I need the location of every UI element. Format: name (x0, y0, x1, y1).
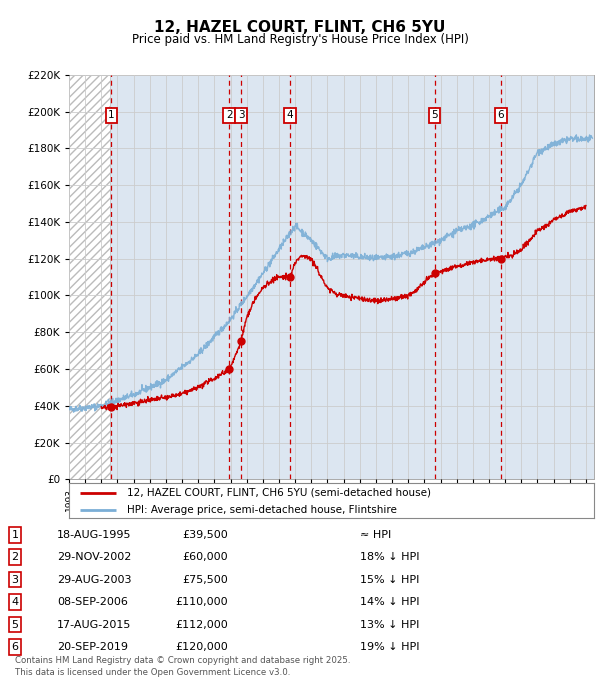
Text: 29-AUG-2003: 29-AUG-2003 (57, 575, 131, 585)
Text: 18-AUG-1995: 18-AUG-1995 (57, 530, 131, 540)
Text: 2: 2 (226, 110, 232, 120)
Text: 17-AUG-2015: 17-AUG-2015 (57, 619, 131, 630)
Text: 19% ↓ HPI: 19% ↓ HPI (360, 642, 419, 652)
Text: 12, HAZEL COURT, FLINT, CH6 5YU: 12, HAZEL COURT, FLINT, CH6 5YU (154, 20, 446, 35)
Text: 5: 5 (11, 619, 19, 630)
Text: 4: 4 (11, 597, 19, 607)
Text: 3: 3 (238, 110, 245, 120)
Text: 18% ↓ HPI: 18% ↓ HPI (360, 552, 419, 562)
Text: 5: 5 (431, 110, 438, 120)
Text: 1: 1 (108, 110, 115, 120)
Text: 4: 4 (287, 110, 293, 120)
Text: £75,500: £75,500 (182, 575, 228, 585)
Bar (69, 75, 110, 479)
Text: 6: 6 (497, 110, 504, 120)
Text: £110,000: £110,000 (175, 597, 228, 607)
Text: 12, HAZEL COURT, FLINT, CH6 5YU (semi-detached house): 12, HAZEL COURT, FLINT, CH6 5YU (semi-de… (127, 488, 431, 498)
Text: 14% ↓ HPI: 14% ↓ HPI (360, 597, 419, 607)
Text: HPI: Average price, semi-detached house, Flintshire: HPI: Average price, semi-detached house,… (127, 505, 397, 515)
Text: 13% ↓ HPI: 13% ↓ HPI (360, 619, 419, 630)
Text: Contains HM Land Registry data © Crown copyright and database right 2025.
This d: Contains HM Land Registry data © Crown c… (15, 656, 350, 677)
Text: 2: 2 (11, 552, 19, 562)
Text: £120,000: £120,000 (175, 642, 228, 652)
Text: 15% ↓ HPI: 15% ↓ HPI (360, 575, 419, 585)
Text: 6: 6 (11, 642, 19, 652)
Text: Price paid vs. HM Land Registry's House Price Index (HPI): Price paid vs. HM Land Registry's House … (131, 33, 469, 46)
Text: 3: 3 (11, 575, 19, 585)
Text: £39,500: £39,500 (182, 530, 228, 540)
Text: £60,000: £60,000 (182, 552, 228, 562)
Text: ≈ HPI: ≈ HPI (360, 530, 391, 540)
Text: 08-SEP-2006: 08-SEP-2006 (57, 597, 128, 607)
Text: 20-SEP-2019: 20-SEP-2019 (57, 642, 128, 652)
Text: 29-NOV-2002: 29-NOV-2002 (57, 552, 131, 562)
Text: £112,000: £112,000 (175, 619, 228, 630)
Text: 1: 1 (11, 530, 19, 540)
